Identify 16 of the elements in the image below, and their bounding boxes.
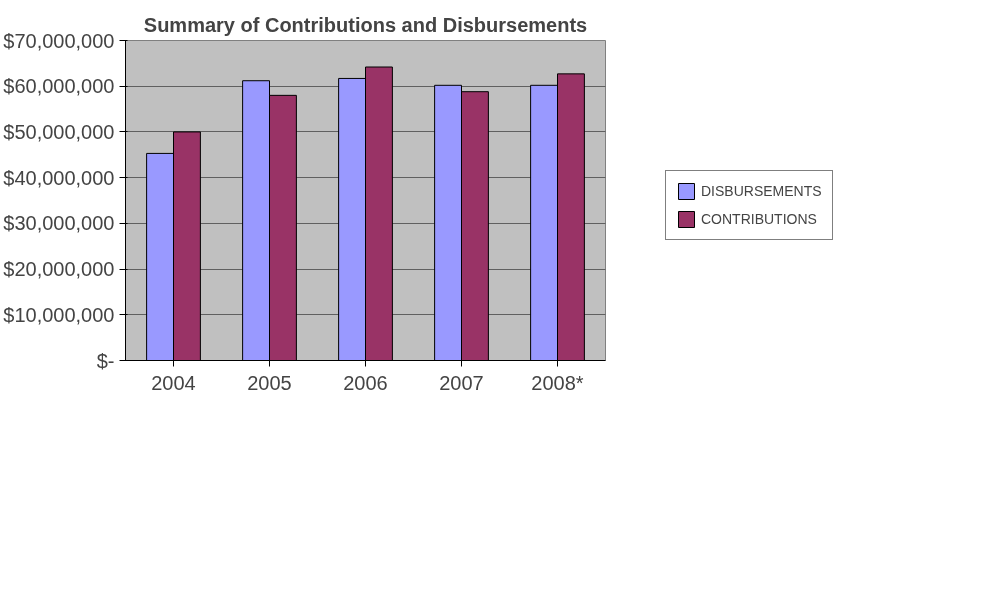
y-tick-label: $10,000,000 [3,303,115,326]
y-tick-label: $20,000,000 [3,258,115,281]
x-tick-label: 2007 [439,371,484,394]
legend-label: CONTRIBUTIONS [701,211,817,227]
y-tick-label: $40,000,000 [3,166,115,189]
y-tick-label: $70,000,000 [3,29,115,52]
y-tick-label: $30,000,000 [3,212,115,235]
y-tick-label: $- [96,349,115,372]
x-tick-label: 2006 [343,371,388,394]
y-tick-label: $50,000,000 [3,120,115,143]
x-tick-label: 2005 [247,371,292,394]
x-tick-label: 2004 [151,371,196,394]
y-tick-label: $60,000,000 [3,75,115,98]
x-tick-label: 2008* [531,371,584,394]
chart-title: Summary of Contributions and Disbursements [143,13,588,36]
legend-label: DISBURSEMENTS [701,183,822,199]
